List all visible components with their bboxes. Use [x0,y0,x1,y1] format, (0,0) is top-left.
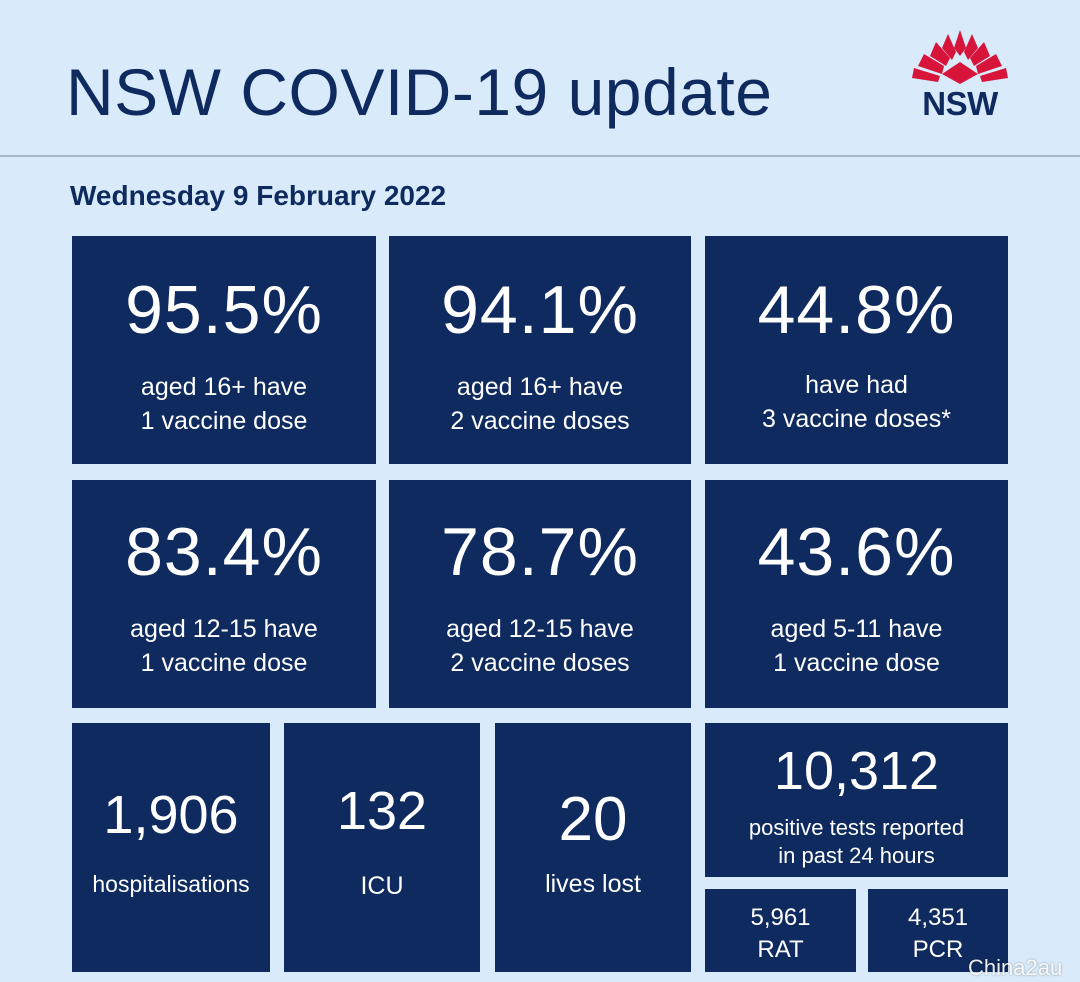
stat-label-line2: 3 vaccine doses* [761,405,951,433]
stat-label-line1: positive tests reported [748,815,965,840]
stat-tile-16plus-dose2: 94.1% aged 16+ have 2 vaccine doses [389,236,691,464]
stat-value: 83.4% [125,514,323,590]
stat-value: 5,961 [750,904,811,931]
stat-label-line2: 2 vaccine doses [450,649,630,677]
stat-tile-12to15-dose2: 78.7% aged 12-15 have 2 vaccine doses [389,480,691,708]
stat-value: 78.7% [441,514,639,590]
stat-tile-pcr: 4,351 PCR [868,889,1008,972]
report-date: Wednesday 9 February 2022 [70,180,447,211]
stat-label-line1: have had [805,371,908,399]
stat-label-line1: aged 16+ have [456,373,624,401]
stat-label-line2: in past 24 hours [778,843,935,868]
stat-label: lives lost [545,870,641,898]
stat-label-line2: 1 vaccine dose [140,407,308,435]
watermark: China2au [968,955,1063,980]
stat-label: hospitalisations [92,871,250,897]
stat-tile-5to11-dose1: 43.6% aged 5-11 have 1 vaccine dose [705,480,1008,708]
page-title: NSW COVID-19 update [66,55,773,129]
stat-value: 43.6% [757,514,956,590]
logo-text: NSW [922,85,998,122]
stat-label: RAT [757,936,804,963]
stat-label-line2: 1 vaccine dose [773,649,940,677]
stat-tile-icu: 132 ICU [284,723,480,972]
nsw-logo: NSW [908,26,1012,126]
stat-tile-rat: 5,961 RAT [705,889,856,972]
stat-label-line1: aged 12-15 have [446,615,634,643]
stat-value: 20 [558,785,628,854]
stat-tile-dose3: 44.8% have had 3 vaccine doses* [705,236,1008,464]
stat-value: 95.5% [125,272,323,348]
stat-label-line1: aged 12-15 have [130,615,318,643]
stat-tile-16plus-dose1: 95.5% aged 16+ have 1 vaccine dose [72,236,376,464]
stat-tile-12to15-dose1: 83.4% aged 12-15 have 1 vaccine dose [72,480,376,708]
stat-tile-lives-lost: 20 lives lost [495,723,691,972]
stat-label-line1: aged 5-11 have [770,615,943,643]
stat-tile-hospitalisations: 1,906 hospitalisations [72,723,270,972]
stat-value: 10,312 [773,741,940,801]
stat-value: 4,351 [907,904,969,931]
waratah-icon [912,30,1008,84]
header-divider [0,155,1080,157]
stat-label-line2: 1 vaccine dose [140,649,308,677]
stat-value: 94.1% [441,272,639,348]
stat-value: 1,906 [103,785,239,845]
stat-label: PCR [912,936,964,963]
stat-value: 132 [336,781,428,841]
stat-value: 44.8% [757,272,956,348]
stat-tile-positive-tests: 10,312 positive tests reported in past 2… [705,723,1008,877]
stat-label-line2: 2 vaccine doses [450,407,630,435]
stat-label: ICU [360,872,404,900]
stat-label-line1: aged 16+ have [140,373,308,401]
